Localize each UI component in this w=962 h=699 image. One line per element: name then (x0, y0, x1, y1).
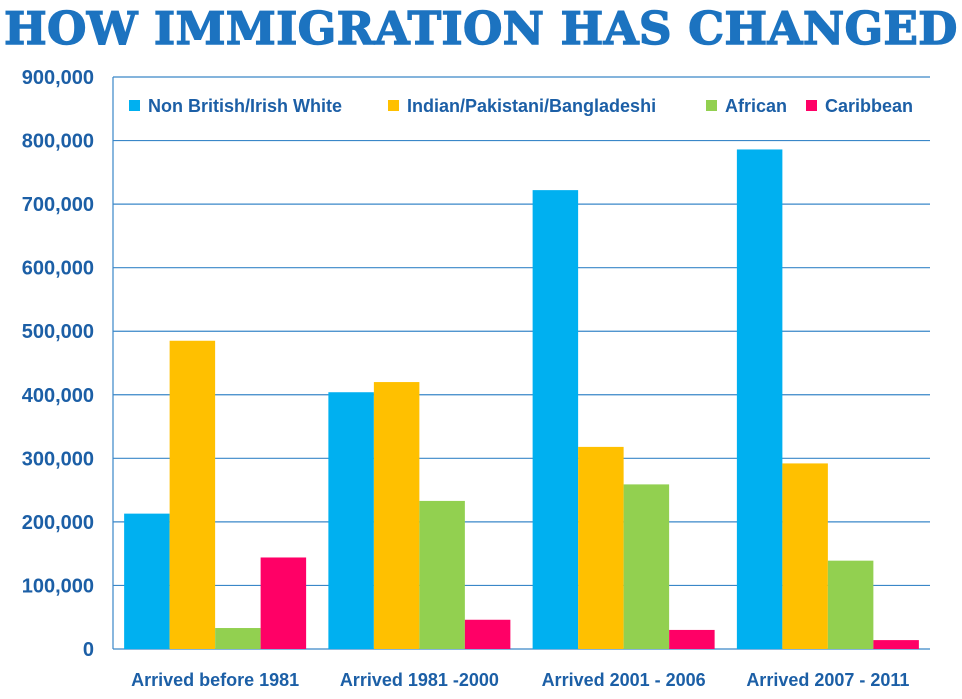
y-tick-label: 800,000 (22, 131, 94, 153)
y-tick-label: 0 (83, 639, 94, 661)
x-tick-label: Arrived 1981 -2000 (340, 670, 499, 690)
bar (169, 340, 216, 649)
legend-swatch (706, 100, 717, 111)
legend-swatch (806, 100, 817, 111)
y-tick-label: 300,000 (22, 448, 94, 470)
bar (782, 463, 828, 649)
gridlines (112, 76, 930, 650)
x-tick-label: Arrived 2001 - 2006 (542, 670, 706, 690)
x-tick-label: Arrived before 1981 (131, 670, 299, 690)
y-tick-label: 400,000 (22, 385, 94, 407)
legend: Non British/Irish White Indian/Pakistani/… (129, 96, 913, 116)
bar (873, 640, 919, 649)
bar (736, 149, 783, 649)
bar (215, 628, 261, 649)
legend-label: African (725, 96, 787, 116)
chart-title: HOW IMMIGRATION HAS CHANGED (3, 1, 958, 56)
bar (373, 382, 420, 649)
legend-label: Non British/Irish White (148, 96, 342, 116)
bar (328, 392, 374, 649)
bar (124, 513, 170, 649)
y-tick-label: 900,000 (22, 67, 94, 89)
bar (532, 190, 579, 649)
bar (419, 500, 465, 649)
bar (578, 446, 624, 649)
bar (669, 629, 715, 649)
bar (623, 484, 670, 649)
y-tick-label: 700,000 (22, 194, 94, 216)
legend-label: Indian/Pakistani/Bangladeshi (407, 96, 656, 116)
y-tick-label: 200,000 (22, 512, 94, 534)
y-axis: 0 100,000 200,000 300,000 400,000 500,000 600,… (22, 67, 94, 661)
bar (260, 557, 307, 649)
y-tick-label: 100,000 (22, 575, 94, 597)
legend-swatch (129, 100, 140, 111)
legend-label: Caribbean (825, 96, 913, 116)
x-tick-label: Arrived 2007 - 2011 (746, 670, 909, 690)
bar (464, 619, 511, 649)
bar (827, 560, 874, 649)
x-axis: Arrived before 1981 Arrived 1981 -2000 Arr… (131, 670, 909, 690)
legend-swatch (388, 100, 399, 111)
y-tick-label: 500,000 (22, 321, 94, 343)
y-tick-label: 600,000 (22, 258, 94, 280)
bars (124, 149, 919, 649)
